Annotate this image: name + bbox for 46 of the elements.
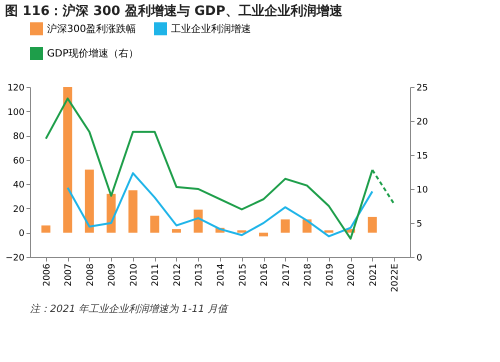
x-tick-label: 2016 [260,263,270,286]
y-tick-label: 20 [13,204,25,215]
y2-tick-label: 5 [416,220,422,230]
y2-tick-label: 15 [416,152,428,162]
x-tick-label: 2008 [86,263,96,286]
y-tick-label: −20 [6,254,25,264]
y2-tick-label: 10 [416,186,428,196]
x-tick-label: 2009 [108,263,118,286]
legend-label: 沪深300盈利涨跌幅 [47,22,136,35]
x-tick-label: 2022E [390,263,401,292]
y2-tick-label: 25 [416,84,428,94]
bar [63,87,72,233]
bar [84,170,94,233]
text: 注：2021 年工业企业利润增速为 1-11 月值 [30,303,230,315]
x-tick-label: 2011 [151,264,162,286]
bar [259,232,268,236]
x-tick-label: 2018 [304,263,314,286]
x-tick-label: 2019 [325,263,336,286]
bar [41,225,50,233]
bar [150,216,160,233]
y-tick-label: 100 [7,108,25,118]
x-tick-label: 2020 [347,263,358,286]
x-tick-label: 2006 [42,263,52,286]
bar [172,229,181,233]
x-tick-label: 2010 [129,263,140,286]
x-tick-label: 2015 [238,264,248,286]
x-tick-label: 2013 [194,264,205,286]
y-tick-label: 0 [18,229,25,240]
chart-title: 图 116：沪深 300 盈利增速与 GDP、工业企业利润增速 [5,3,344,19]
y-tick-label: 60 [13,156,25,166]
x-tick-label: 2007 [64,264,74,286]
y2-tick-label: 20 [416,118,428,128]
y-tick-label: 40 [13,180,25,191]
y2-tick-label: 0 [416,254,422,264]
y-tick-label: 120 [7,84,25,94]
legend-label: 工业企业利润增速 [171,22,251,35]
legend-label: GDP现价增速（右） [47,48,138,60]
x-tick-label: 2012 [172,264,183,286]
x-tick-label: 2014 [216,263,226,286]
line-series [66,172,374,238]
bar [280,219,290,233]
y-tick-label: 80 [13,132,25,142]
bar [128,190,138,233]
x-tick-label: 2017 [282,264,292,286]
x-tick-label: 2021 [368,264,379,286]
bar [368,216,377,233]
